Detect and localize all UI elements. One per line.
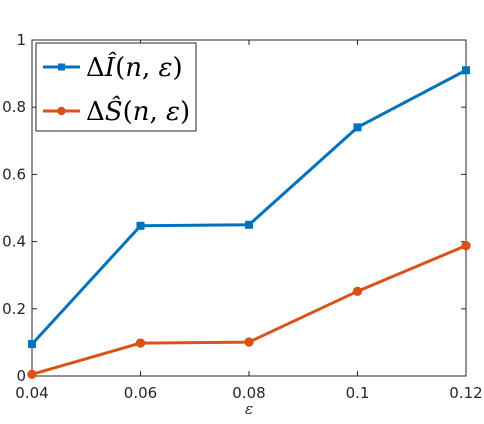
y-tick-label: 0.4 bbox=[2, 233, 26, 251]
data-point bbox=[27, 369, 37, 380]
legend-part: ) bbox=[180, 97, 190, 127]
data-point bbox=[353, 123, 362, 132]
legend-part: n bbox=[125, 53, 142, 83]
legend-box bbox=[35, 42, 197, 132]
data-point bbox=[136, 221, 145, 230]
legend-part: ) bbox=[172, 53, 182, 83]
x-axis-label: ε bbox=[245, 400, 253, 418]
data-point bbox=[461, 240, 471, 251]
y-tick-label: 0.6 bbox=[2, 165, 26, 183]
legend-entry-0: ΔÎ(n, ε) bbox=[86, 51, 183, 83]
data-point bbox=[352, 286, 363, 297]
x-tick-label: 0.04 bbox=[15, 384, 48, 402]
y-ticks: 0 0.2 0.4 0.6 0.8 1 bbox=[2, 31, 466, 385]
x-tick-label: 0.1 bbox=[346, 384, 370, 402]
legend-part: Δ bbox=[86, 97, 105, 127]
legend-part: Î bbox=[104, 51, 117, 83]
y-tick-label: 0.8 bbox=[2, 98, 26, 116]
data-point bbox=[28, 340, 36, 349]
data-point bbox=[462, 66, 470, 75]
legend-marker-0 bbox=[58, 63, 65, 71]
legend-part: , bbox=[150, 97, 167, 127]
x-ticks: 0.04 0.06 0.08 0.1 0.12 bbox=[15, 40, 483, 402]
legend-part: ε bbox=[159, 53, 173, 83]
data-point bbox=[135, 338, 146, 348]
y-tick-label: 0.2 bbox=[2, 300, 26, 318]
legend: ΔÎ(n, ε)ΔŜ(n, ε) bbox=[35, 42, 197, 132]
legend-part: , bbox=[142, 53, 159, 83]
data-point bbox=[244, 337, 254, 347]
legend-part: ( bbox=[115, 53, 125, 83]
series-markers bbox=[27, 66, 471, 380]
x-tick-label: 0.06 bbox=[124, 384, 157, 402]
legend-part: Ŝ bbox=[105, 95, 123, 127]
x-tick-label: 0.12 bbox=[449, 384, 482, 402]
legend-part: Δ bbox=[86, 53, 105, 83]
y-tick-label: 0 bbox=[16, 367, 26, 385]
legend-part: ε bbox=[166, 97, 180, 127]
legend-part: n bbox=[133, 97, 150, 127]
legend-marker-1 bbox=[57, 106, 66, 116]
legend-entry-1: ΔŜ(n, ε) bbox=[86, 95, 190, 127]
data-point bbox=[245, 220, 253, 229]
y-tick-label: 1 bbox=[16, 31, 26, 49]
x-tick-label: 0.08 bbox=[232, 384, 265, 402]
legend-part: ( bbox=[123, 97, 133, 127]
